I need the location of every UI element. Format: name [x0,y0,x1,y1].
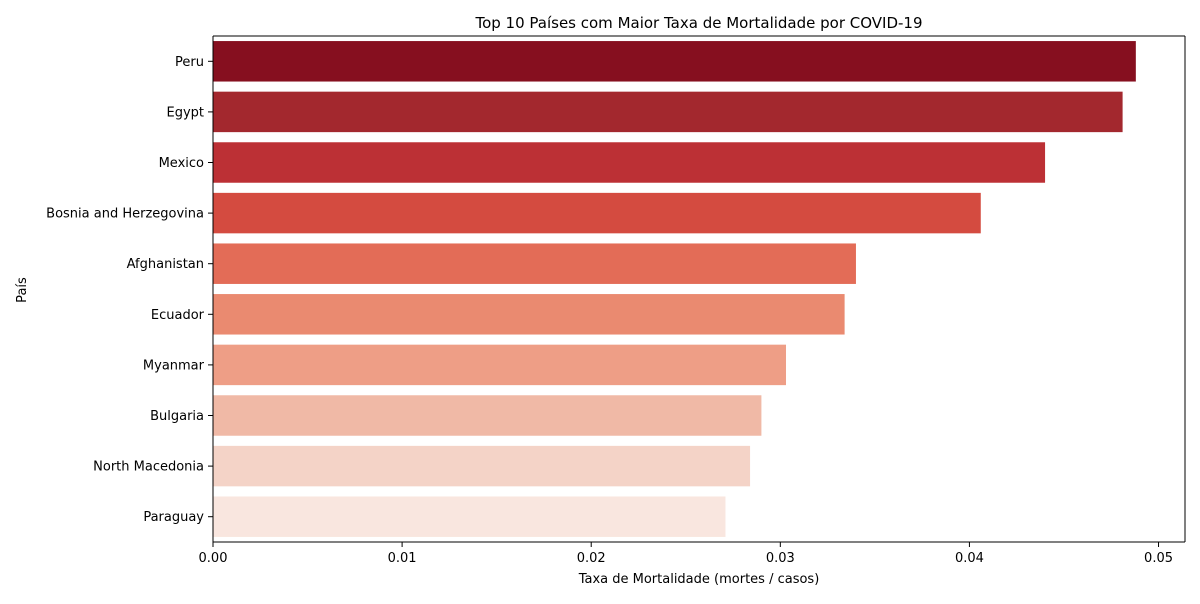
bars-group [213,41,1136,537]
y-tick-label: Myanmar [143,358,205,373]
bar-myanmar [213,344,786,386]
bar-bulgaria [213,395,762,436]
y-tick-label: Egypt [166,105,204,120]
x-tick-label: 0.04 [955,551,984,566]
bar-bosnia-and-herzegovina [213,192,981,234]
x-tick-label: 0.00 [199,551,228,566]
bar-paraguay [213,496,726,537]
bar-afghanistan [213,243,856,284]
y-tick-label: Afghanistan [127,257,204,272]
bar-peru [213,41,1136,82]
x-ticks: 0.00 0.01 0.02 0.03 0.04 0.05 [199,542,1173,566]
x-tick-label: 0.02 [577,551,606,566]
y-tick-label: Paraguay [143,510,204,525]
y-axis-label: País [15,277,30,303]
x-tick-label: 0.03 [766,551,795,566]
x-tick-label: 0.05 [1144,551,1173,566]
y-tick-label: Peru [175,55,204,70]
y-tick-label: North Macedonia [93,460,204,475]
bar-ecuador [213,294,845,335]
bar-mexico [213,142,1046,183]
y-tick-label: Bosnia and Herzegovina [46,207,204,222]
y-tick-label: Bulgaria [150,409,204,424]
x-tick-label: 0.01 [388,551,417,566]
bar-egypt [213,91,1123,133]
y-tick-label: Mexico [159,156,204,171]
y-tick-label: Ecuador [151,308,205,323]
y-tick-labels: Peru Egypt Mexico Bosnia and Herzegovina Afg… [46,55,213,525]
chart-title: Top 10 Países com Maior Taxa de Mortalid… [474,14,922,32]
x-axis-label: Taxa de Mortalidade (mortes / casos) [578,572,820,587]
axes-spines [212,35,1186,543]
bar-north-macedonia [213,445,751,487]
